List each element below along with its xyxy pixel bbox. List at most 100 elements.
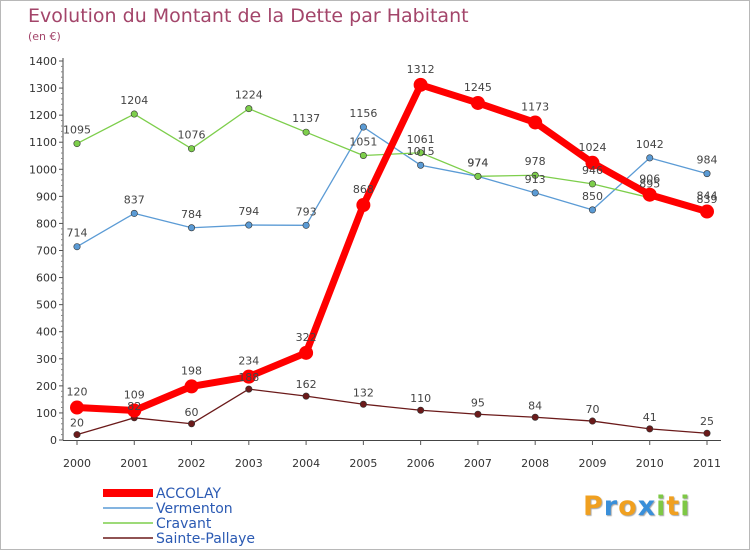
data-point-vermenton xyxy=(245,221,253,229)
logo-letter: i xyxy=(680,491,691,522)
data-point-sainte-pallaye xyxy=(359,400,367,408)
data-point-accolay xyxy=(528,115,543,130)
data-label-accolay: 868 xyxy=(353,183,374,196)
legend-label-sainte-pallaye: Sainte-Pallaye xyxy=(156,531,255,547)
data-point-sainte-pallaye xyxy=(302,392,310,400)
series-line-cravant xyxy=(76,107,708,214)
data-point-sainte-pallaye xyxy=(188,420,196,428)
chart-subtitle: (en €) xyxy=(28,30,61,43)
data-label-accolay: 1173 xyxy=(521,100,549,113)
data-point-accolay xyxy=(700,204,714,219)
data-label-accolay: 906 xyxy=(639,173,660,186)
data-label-accolay: 234 xyxy=(238,355,259,368)
axes: 0 100 200 300 400 500 600 700 800 900 1000 1100 1200… xyxy=(29,55,721,470)
legend-label-cravant: Cravant xyxy=(156,516,212,532)
x-tick-label: 2009 xyxy=(578,457,606,470)
logo-letter: t xyxy=(666,491,681,522)
y-tick-label: 1200 xyxy=(29,109,57,122)
data-label-sainte-pallaye: 162 xyxy=(296,378,317,391)
data-label-cravant: 946 xyxy=(582,164,603,177)
y-tick-label: 600 xyxy=(36,272,57,285)
data-label-vermenton: 1015 xyxy=(407,145,435,158)
data-label-cravant: 978 xyxy=(525,155,546,168)
data-point-sainte-pallaye xyxy=(646,425,654,433)
data-label-sainte-pallaye: 95 xyxy=(471,396,485,409)
y-tick-label: 700 xyxy=(36,245,57,258)
x-tick-label: 2004 xyxy=(292,457,320,470)
data-label-vermenton: 837 xyxy=(124,193,145,206)
data-label-cravant: 1224 xyxy=(235,89,263,102)
y-tick-label: 1400 xyxy=(29,55,57,68)
series-line-sainte-pallaye xyxy=(76,388,708,436)
x-tick-label: 2011 xyxy=(693,457,721,470)
series-line-accolay xyxy=(73,81,711,414)
data-point-cravant xyxy=(588,180,596,188)
data-point-accolay xyxy=(585,155,600,170)
data-label-accolay: 322 xyxy=(296,331,317,344)
data-label-vermenton: 793 xyxy=(296,205,317,218)
data-label-cravant: 839 xyxy=(697,193,718,206)
data-labels: 714 837 784 794 793 1156 1015 974 913 850 1042 984 1… xyxy=(63,63,718,430)
data-point-accolay xyxy=(356,198,371,213)
y-tick-label: 1300 xyxy=(29,82,57,95)
data-label-cravant: 1095 xyxy=(63,124,91,137)
data-label-vermenton: 913 xyxy=(525,173,546,186)
y-tick-label: 100 xyxy=(36,407,57,420)
x-tick-label: 2003 xyxy=(235,457,263,470)
data-label-vermenton: 794 xyxy=(238,205,259,218)
data-point-cravant xyxy=(73,140,81,148)
data-point-vermenton xyxy=(417,161,425,169)
data-point-accolay xyxy=(413,77,428,92)
data-label-sainte-pallaye: 132 xyxy=(353,386,374,399)
data-label-sainte-pallaye: 60 xyxy=(185,406,199,419)
y-tick-label: 400 xyxy=(36,326,57,339)
y-tick-label: 0 xyxy=(50,434,57,447)
data-label-accolay: 198 xyxy=(181,364,202,377)
data-point-accolay xyxy=(642,187,657,202)
series-lines xyxy=(73,81,711,436)
legend-label-accolay: ACCOLAY xyxy=(156,486,222,502)
data-point-cravant xyxy=(417,149,425,157)
data-label-cravant: 1204 xyxy=(120,94,148,107)
data-point-vermenton xyxy=(359,123,367,131)
data-label-vermenton: 984 xyxy=(697,154,718,167)
data-point-sainte-pallaye xyxy=(703,429,711,437)
data-label-vermenton: 784 xyxy=(181,208,202,221)
data-label-cravant: 895 xyxy=(639,178,660,191)
data-label-sainte-pallaye: 70 xyxy=(585,403,599,416)
data-label-accolay: 1245 xyxy=(464,81,492,94)
data-label-sainte-pallaye: 110 xyxy=(410,392,431,405)
x-tick-label: 2001 xyxy=(120,457,148,470)
y-tick-label: 200 xyxy=(36,380,57,393)
data-label-sainte-pallaye: 188 xyxy=(238,371,259,384)
data-label-cravant: 1061 xyxy=(407,133,435,146)
x-tick-label: 2006 xyxy=(407,457,435,470)
x-tick-label: 2007 xyxy=(464,457,492,470)
data-point-cravant xyxy=(302,128,310,136)
y-tick-label: 1100 xyxy=(29,136,57,149)
data-point-cravant xyxy=(130,110,138,118)
data-label-vermenton: 1156 xyxy=(349,107,377,120)
data-label-cravant: 974 xyxy=(467,156,488,169)
x-tick-label: 2000 xyxy=(63,457,91,470)
data-point-vermenton xyxy=(188,224,196,232)
data-label-vermenton: 974 xyxy=(467,156,488,169)
data-point-sainte-pallaye xyxy=(73,431,81,439)
y-tick-label: 900 xyxy=(36,190,57,203)
data-point-sainte-pallaye xyxy=(417,406,425,414)
data-point-vermenton xyxy=(302,221,310,229)
data-label-cravant: 1051 xyxy=(349,135,377,148)
data-label-vermenton: 714 xyxy=(67,227,88,240)
data-point-accolay xyxy=(70,400,84,415)
data-label-cravant: 1076 xyxy=(178,129,206,142)
series-points xyxy=(70,77,714,439)
data-point-vermenton xyxy=(531,189,539,197)
data-point-sainte-pallaye xyxy=(588,417,596,425)
data-label-sainte-pallaye: 20 xyxy=(70,417,84,430)
y-tick-label: 300 xyxy=(36,353,57,366)
logo-letter: r xyxy=(603,491,619,522)
data-label-accolay: 1312 xyxy=(407,63,435,76)
x-tick-label: 2002 xyxy=(178,457,206,470)
